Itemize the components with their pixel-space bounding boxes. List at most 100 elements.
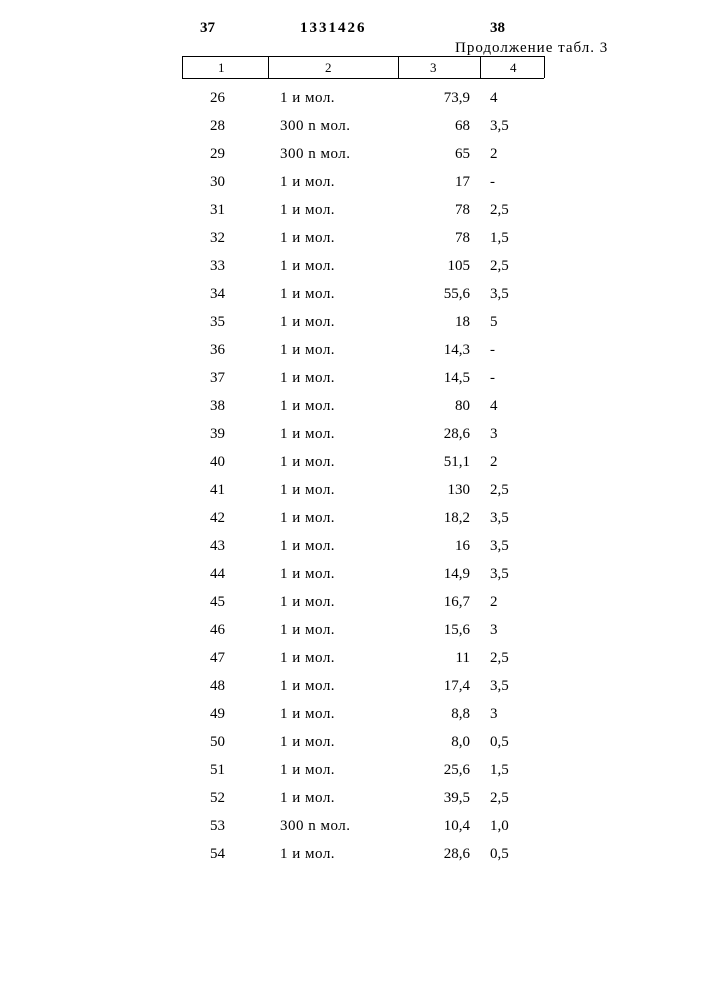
cell-c2: 1 и мол. [280,616,410,644]
cell-c2: 1 и мол. [280,84,410,112]
cell-c2: 1 и мол. [280,588,410,616]
cell-c4: 2 [490,140,540,168]
cell-c3: 78 [400,196,470,224]
cell-c1: 45 [210,588,270,616]
table-rule-top [182,56,544,57]
cell-c4: 2,5 [490,196,540,224]
cell-c3: 51,1 [400,448,470,476]
cell-c1: 30 [210,168,270,196]
cell-c4: 3,5 [490,672,540,700]
cell-c4: 3,5 [490,112,540,140]
page-number-left: 37 [200,20,215,37]
cell-c1: 53 [210,812,270,840]
cell-c4: 3,5 [490,560,540,588]
header-tick [182,56,183,78]
table-row: 40 1 и мол.51,1 2 [0,448,707,476]
cell-c1: 36 [210,336,270,364]
cell-c1: 49 [210,700,270,728]
cell-c4: 2 [490,448,540,476]
table-row: 28 300 n мол.68 3,5 [0,112,707,140]
cell-c2: 1 и мол. [280,784,410,812]
cell-c3: 25,6 [400,756,470,784]
cell-c3: 39,5 [400,784,470,812]
table-body: 261 и мол.73,9428300 n мол.683,529300 n … [0,84,707,868]
cell-c3: 28,6 [400,840,470,868]
cell-c4: - [490,364,540,392]
table-row: 371 и мол.14,5- [0,364,707,392]
table-row: 311 и мол.782,5 [0,196,707,224]
table-row: 47 1 и мол.11 2,5 [0,644,707,672]
cell-c4: - [490,168,540,196]
page-number-right: 38 [490,20,505,37]
cell-c2: 1 и мол. [280,224,410,252]
table-row: 39 1 и мол.28,6 3 [0,420,707,448]
cell-c1: 52 [210,784,270,812]
cell-c2: 1 и мол. [280,392,410,420]
table-row: 421 и мол.18,23,5 [0,504,707,532]
cell-c2: 1 и мол. [280,532,410,560]
cell-c1: 32 [210,224,270,252]
cell-c3: 28,6 [400,420,470,448]
table-row: 511 и мол.25,61,5 [0,756,707,784]
col-header-2: 2 [325,60,332,76]
cell-c4: 2,5 [490,644,540,672]
cell-c3: 17,4 [400,672,470,700]
table-caption: Продолжение табл. 3 [455,40,608,57]
cell-c3: 8,8 [400,700,470,728]
cell-c3: 80 [400,392,470,420]
cell-c2: 300 n мол. [280,140,410,168]
table-row: 52 1 и мол.39,5 2,5 [0,784,707,812]
cell-c2: 1 и мол. [280,420,410,448]
table-row: 461 и мол.15,63 [0,616,707,644]
cell-c1: 28 [210,112,270,140]
cell-c1: 40 [210,448,270,476]
cell-c4: 1,0 [490,812,540,840]
cell-c4: 3 [490,420,540,448]
cell-c1: 54 [210,840,270,868]
cell-c2: 1 и мол. [280,364,410,392]
table-row: 451 и мол.16,72 [0,588,707,616]
table-row: 491 и мол.8,83 [0,700,707,728]
cell-c4: 0,5 [490,728,540,756]
col-header-3: 3 [430,60,437,76]
cell-c2: 300 n мол. [280,112,410,140]
cell-c4: 2,5 [490,476,540,504]
table-row: 321 и мол.781,5 [0,224,707,252]
table-row: 501 и мол.8,00,5 [0,728,707,756]
cell-c3: 10,4 [400,812,470,840]
cell-c3: 8,0 [400,728,470,756]
cell-c3: 14,3 [400,336,470,364]
col-header-4: 4 [510,60,517,76]
cell-c1: 42 [210,504,270,532]
cell-c2: 1 и мол. [280,448,410,476]
cell-c2: 1 и мол. [280,840,410,868]
cell-c1: 47 [210,644,270,672]
cell-c1: 48 [210,672,270,700]
header-tick [268,56,269,78]
cell-c1: 34 [210,280,270,308]
cell-c4: 4 [490,392,540,420]
table-row: 351 и мол.185 [0,308,707,336]
cell-c3: 68 [400,112,470,140]
cell-c1: 37 [210,364,270,392]
cell-c3: 73,9 [400,84,470,112]
cell-c4: 3 [490,700,540,728]
cell-c4: 1,5 [490,224,540,252]
table-row: 341 и мол.55,63,5 [0,280,707,308]
table-row: 53300 n мол.10,41,0 [0,812,707,840]
cell-c1: 39 [210,420,270,448]
page: 37 1331426 38 Продолжение табл. 3 1 2 3 … [0,0,707,1000]
header-tick [544,56,545,78]
cell-c1: 26 [210,84,270,112]
cell-c1: 43 [210,532,270,560]
cell-c3: 11 [400,644,470,672]
cell-c1: 41 [210,476,270,504]
table-row: 541 и мол.28,60,5 [0,840,707,868]
cell-c3: 14,9 [400,560,470,588]
col-header-1: 1 [218,60,225,76]
cell-c4: 2,5 [490,784,540,812]
cell-c4: 3,5 [490,532,540,560]
cell-c2: 1 и мол. [280,644,410,672]
cell-c1: 35 [210,308,270,336]
table-row: 361 и мол.14,3- [0,336,707,364]
